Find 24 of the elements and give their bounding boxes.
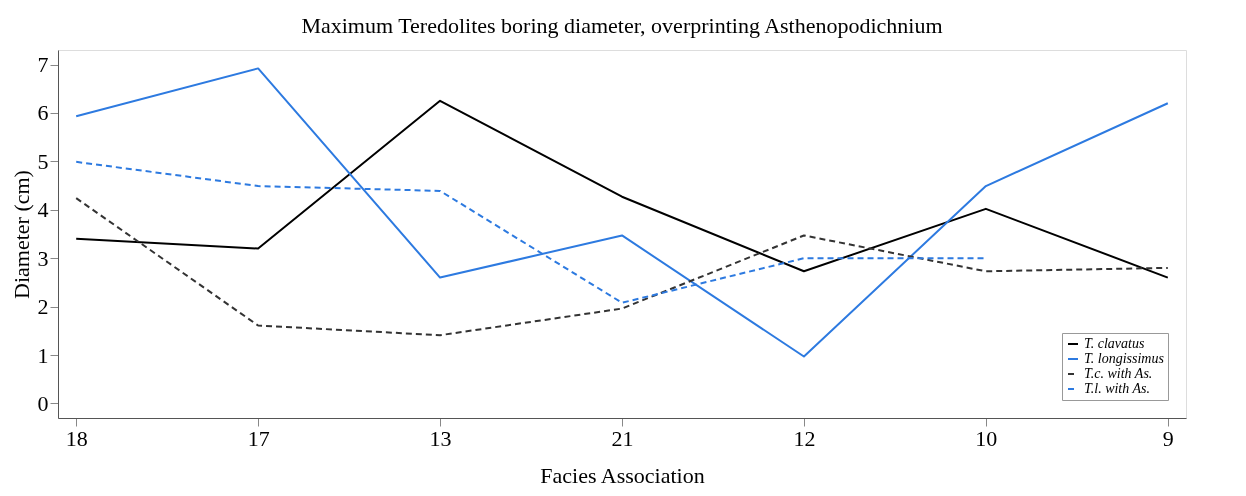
legend-label: T. clavatus [1084,336,1145,351]
y-axis-title: Diameter (cm) [8,170,34,299]
x-tick-label: 12 [793,425,816,451]
y-tick-label: 2 [37,294,49,320]
x-tick-label: 17 [247,425,270,451]
y-tick-label: 3 [37,245,49,271]
y-tick-label: 6 [37,100,49,126]
legend-label: T. longissimus [1084,351,1165,366]
y-tick-label: 5 [37,148,49,174]
line-series [75,197,1169,337]
x-tick-label: 10 [975,425,998,451]
y-tick-label: 1 [37,342,49,368]
chart-title: Maximum Teredolites boring diameter, overprinting Asthenopodichnium [301,13,943,38]
y-tick-label: 0 [37,390,49,416]
x-axis-title: Facies Association [540,462,705,488]
y-tick-label: 4 [37,197,49,223]
line-series [75,99,1169,279]
legend-label: T.c. with As. [1084,366,1153,381]
x-tick-label: 13 [429,425,452,451]
x-tick-label: 9 [1162,425,1174,451]
x-tick-label: 18 [65,425,88,451]
legend-label: T.l. with As. [1084,381,1151,396]
x-tick-label: 21 [611,425,634,451]
y-tick-label: 7 [37,52,49,78]
